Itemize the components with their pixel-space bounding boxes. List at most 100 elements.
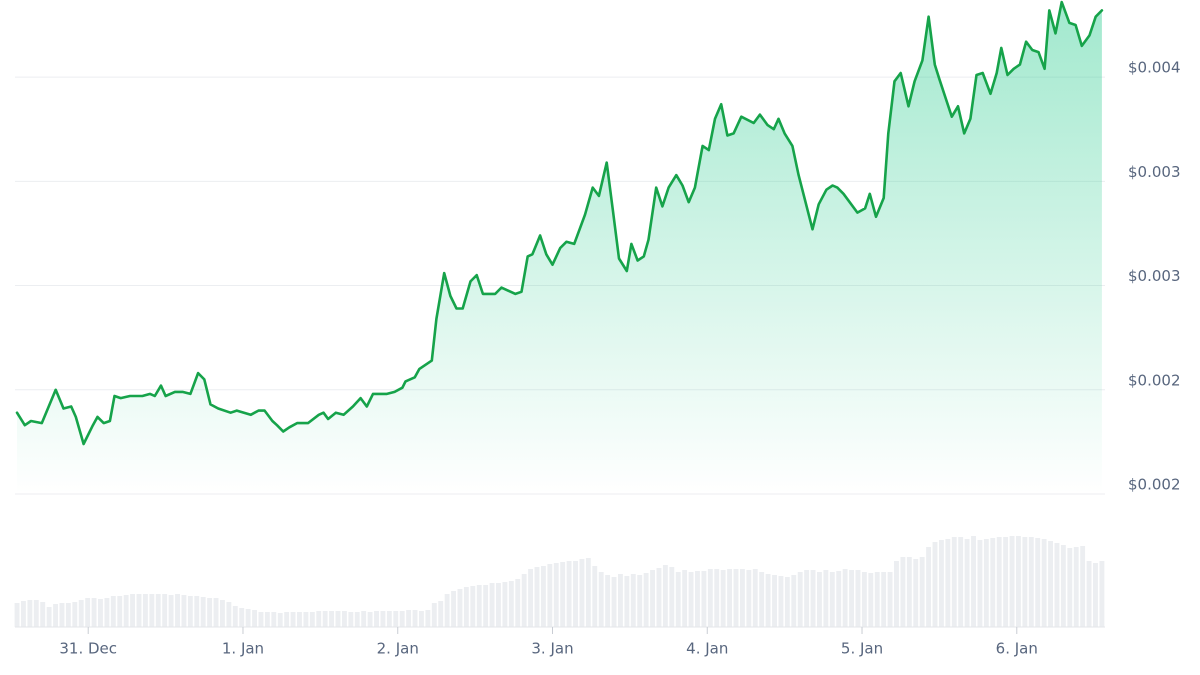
volume-bar [1060,545,1066,627]
volume-bar [271,612,277,627]
volume-bar [187,596,193,627]
volume-bar [239,608,245,627]
volume-bar [155,594,161,627]
volume-bar [868,573,874,627]
volume-bar [797,572,803,627]
volume-bar [200,597,206,627]
volume-bar [720,570,726,627]
volume-bar [361,611,367,627]
volume-bar [508,581,514,627]
volume-bar [329,611,335,627]
volume-bar [309,612,315,627]
volume-bar [463,587,469,627]
volume-bar [181,595,187,627]
volume-bar [393,611,399,627]
volume-bar [123,595,129,627]
volume-bar [733,569,739,627]
x-tick-label: 6. Jan [996,640,1038,658]
volume-bar [341,611,347,627]
volume-bar [303,612,309,627]
volume-bar [669,567,675,627]
volume-bar [598,572,604,627]
volume-bar [553,563,559,627]
volume-bar [521,574,527,627]
volume-bar [425,610,431,627]
volume-bar [98,599,103,627]
volume-bar [573,561,578,627]
volume-bar [682,570,688,627]
volume-bar [1048,541,1053,627]
volume-bar [284,612,290,627]
x-tick-label: 5. Jan [841,640,883,658]
volume-bar [990,538,996,627]
volume-bar [810,570,816,627]
volume-bar [739,569,745,627]
volume-bar [817,572,822,627]
volume-bar [605,575,611,627]
volume-bar [277,613,283,627]
volume-bar [707,569,713,627]
volume-bar [560,562,566,627]
volume-bar [374,611,379,627]
volume-bar [958,537,964,627]
y-tick-label: $0.004 [1128,59,1181,77]
volume-bar [585,558,591,627]
volume-bar [476,585,482,627]
volume-bar [849,570,854,627]
volume-bar [220,600,225,627]
volume-bar [27,600,33,627]
volume-bar [162,594,168,627]
volume-bar [264,612,270,627]
volume-bar [919,557,925,627]
volume-bar [861,572,867,627]
volume-bar [675,572,681,627]
volume-bar [887,572,893,627]
volume-bar [297,612,302,627]
volume-bar [900,557,906,627]
volume-bar [117,596,123,627]
volume-bar [1003,537,1009,627]
volume-bar [874,572,880,627]
volume-bar [926,547,932,627]
volume-bar [1041,539,1047,627]
volume-bar [752,569,758,627]
volume-bar [630,574,636,627]
volume-bar [534,567,540,627]
volume-bar [695,571,700,627]
volume-bar [528,569,534,627]
area-fill [17,2,1102,494]
volume-bar [46,607,52,627]
volume-bar [1009,536,1015,627]
volume-bar [727,569,733,627]
volume-bar [784,577,790,627]
volume-bar [245,609,251,627]
volume-bar [451,591,456,627]
volume-bar [714,569,720,627]
volume-bar [489,583,495,627]
volume-bar [316,611,322,627]
volume-bar [701,571,707,627]
x-tick-label: 31. Dec [59,640,117,658]
volume-bar [21,601,26,627]
x-tick-label: 4. Jan [686,640,728,658]
volume-bar [881,572,887,627]
volume-bar [938,540,944,627]
volume-bar [412,610,418,627]
volume-bar [290,612,296,627]
volume-bar [136,594,142,627]
y-tick-label: $0.003 [1128,163,1181,181]
volume-bar [842,569,848,627]
volume-bar [59,603,65,627]
volume-bar [971,536,976,627]
volume-bar [335,611,341,627]
volume-bar [380,611,386,627]
volume-bar [1073,547,1079,627]
volume-bar [399,611,405,627]
volume-bar [406,610,412,627]
x-tick-label: 1. Jan [222,640,264,658]
volume-bar [778,576,784,627]
volume-bar [906,557,912,627]
volume-bar [213,598,219,627]
